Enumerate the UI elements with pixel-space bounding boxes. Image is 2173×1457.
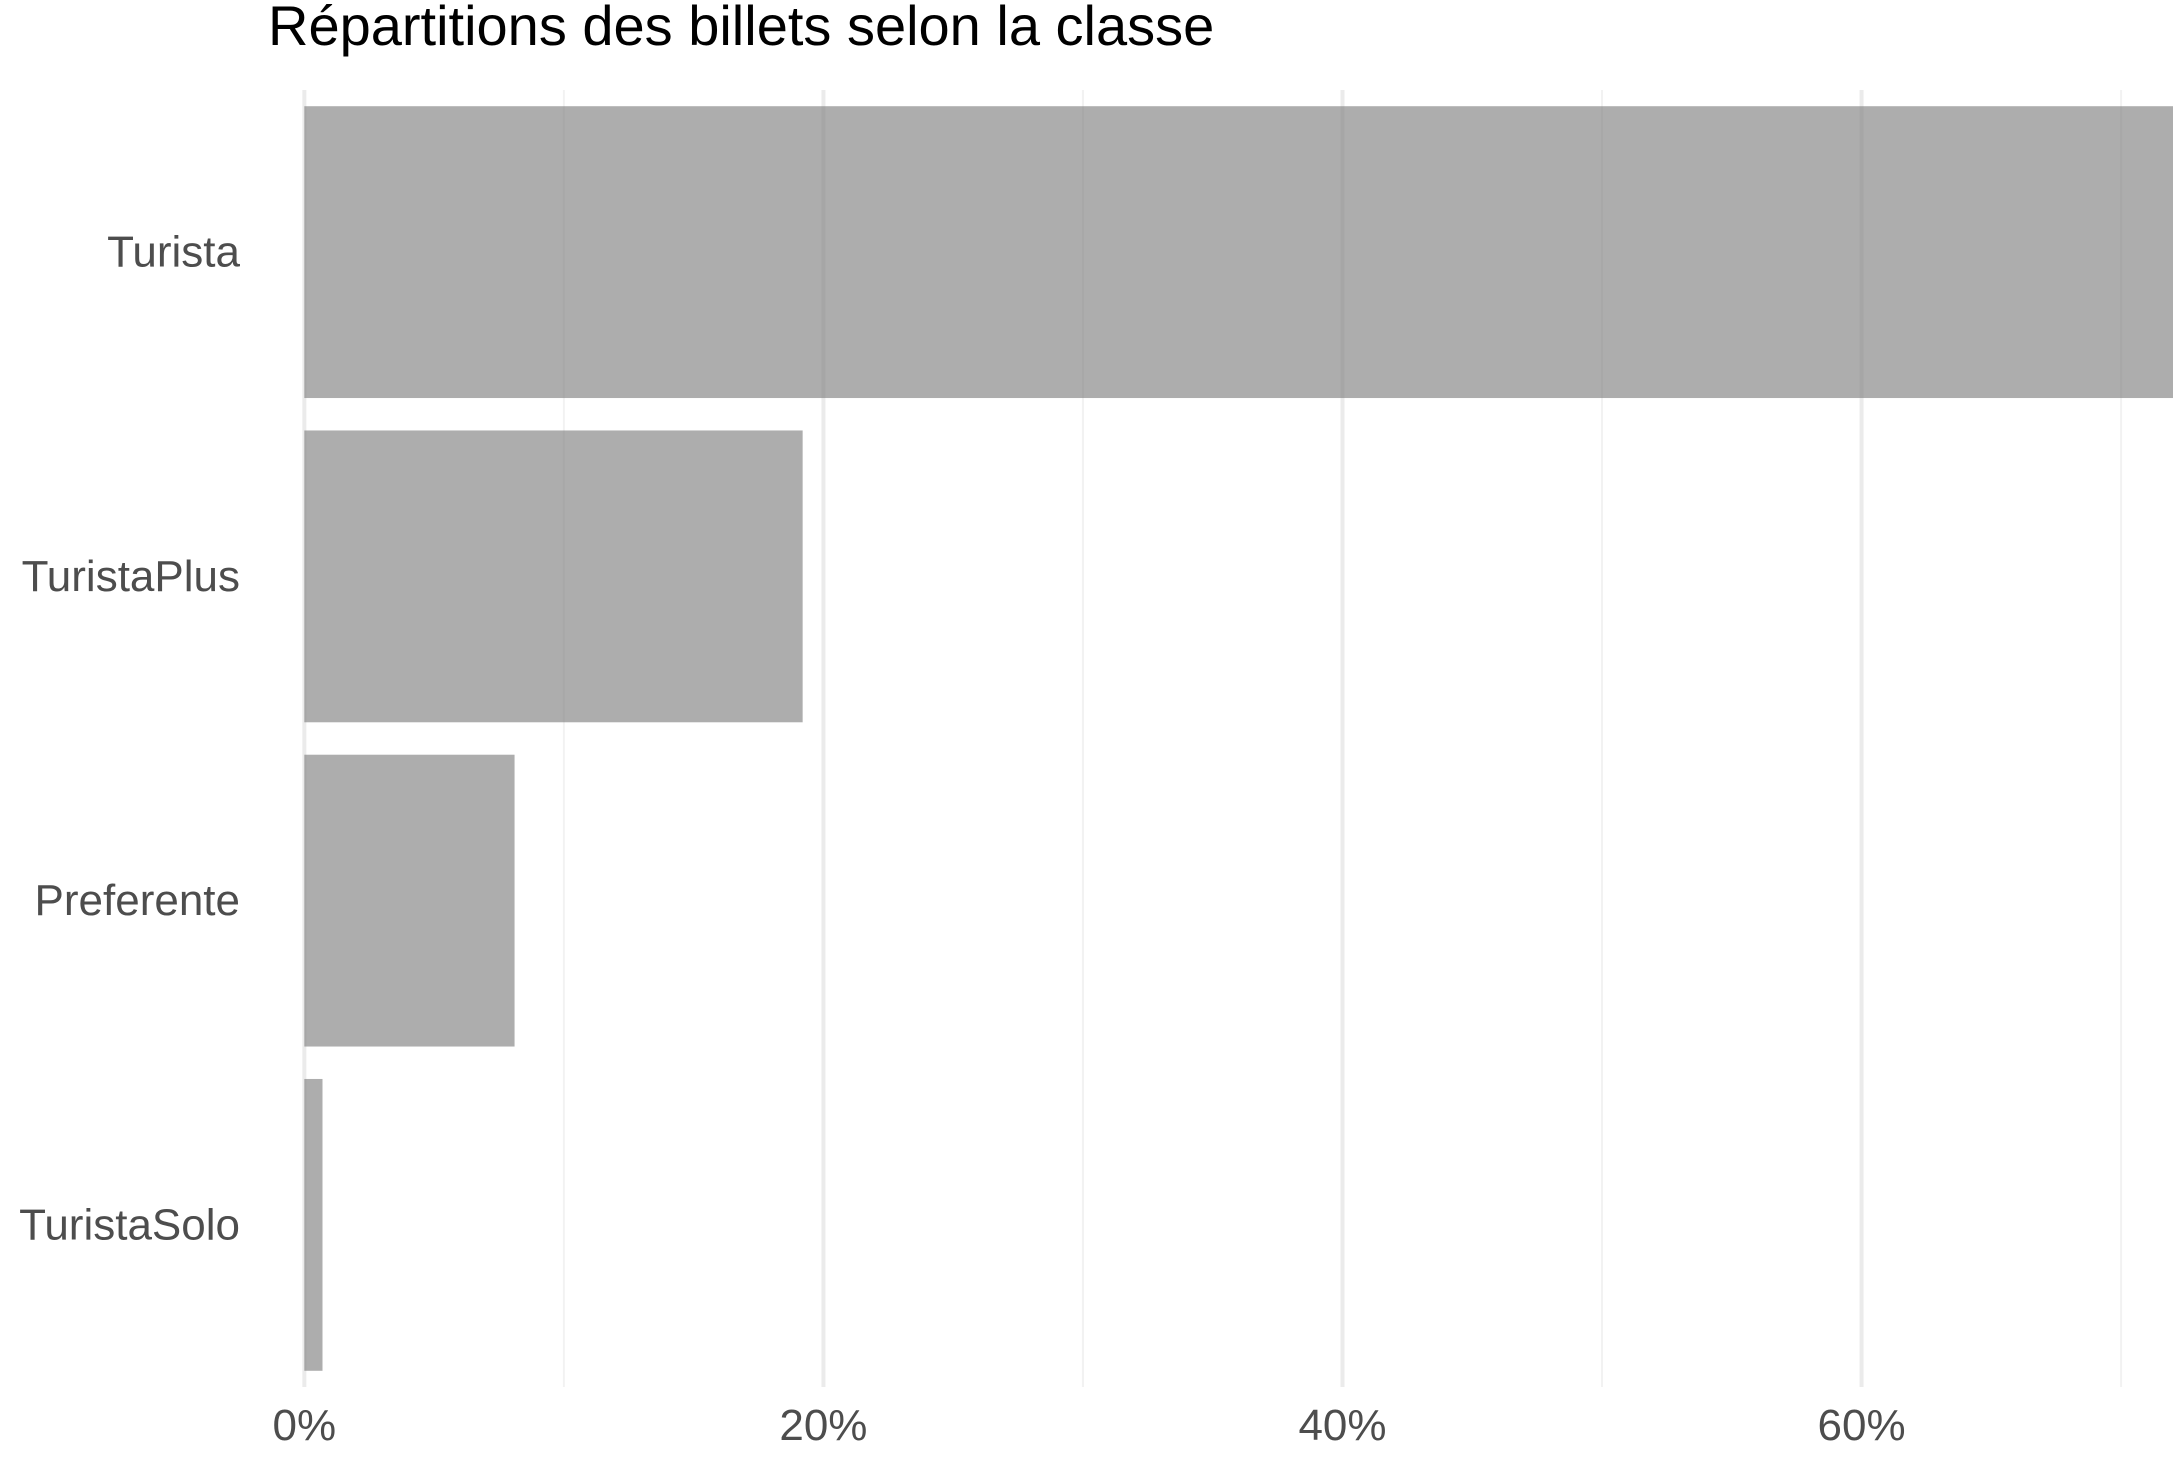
y-tick-label-turistaplus: TuristaPlus (22, 552, 240, 601)
chart-title: Répartitions des billets selon la classe (268, 0, 1214, 57)
x-tick-label-20: 20% (779, 1401, 867, 1450)
bar-turista (304, 106, 2173, 399)
x-tick-label-40: 40% (1298, 1401, 1386, 1450)
y-tick-label-turista: Turista (107, 228, 240, 277)
bar-turistasolo (304, 1078, 323, 1371)
bar-layer (304, 106, 2173, 1371)
bar-turistaplus (304, 430, 803, 723)
bar-preferente (304, 754, 515, 1047)
x-tick-label-0: 0% (273, 1401, 337, 1450)
y-tick-label-turistasolo: TuristaSolo (19, 1200, 240, 1249)
y-tick-label-preferente: Preferente (35, 876, 240, 925)
y-axis-labels: Turista TuristaPlus Preferente TuristaSolo (19, 228, 240, 1250)
x-tick-label-60: 60% (1818, 1401, 1906, 1450)
x-axis-labels: 0% 20% 40% 60% (273, 1401, 1906, 1450)
